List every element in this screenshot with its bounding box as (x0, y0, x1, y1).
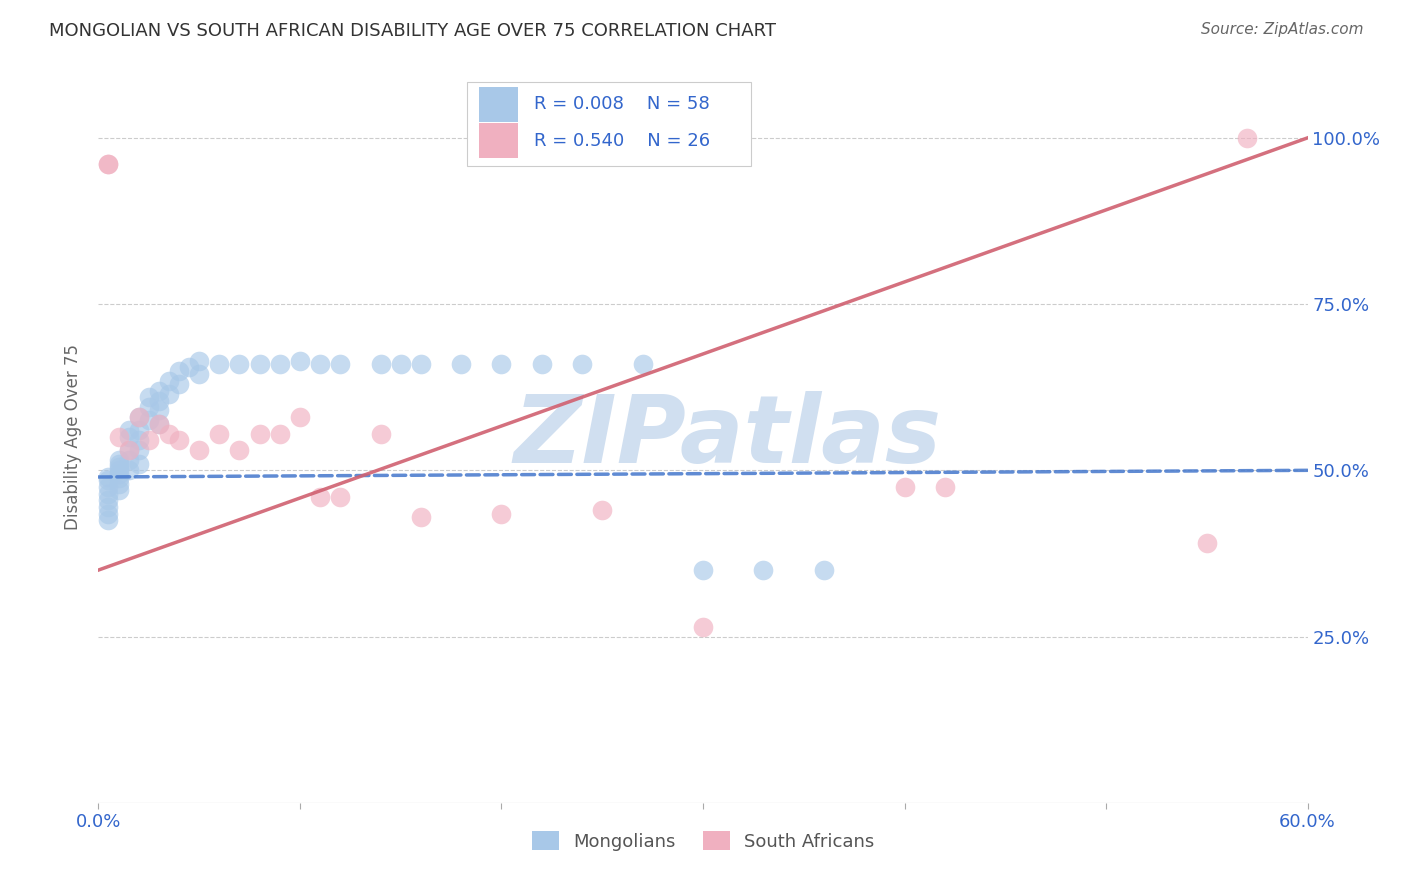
FancyBboxPatch shape (479, 87, 517, 122)
Point (107, 453, 129, 467)
Point (269, 357, 291, 371)
Point (107, 471, 129, 485)
Point (389, 357, 412, 371)
Point (188, 367, 211, 381)
Point (138, 434, 160, 448)
Point (138, 400, 160, 414)
Text: R = 0.540    N = 26: R = 0.540 N = 26 (534, 132, 710, 150)
Point (692, 563, 714, 577)
Text: MONGOLIAN VS SOUTH AFRICAN DISABILITY AGE OVER 75 CORRELATION CHART: MONGOLIAN VS SOUTH AFRICAN DISABILITY AG… (49, 22, 776, 40)
Point (148, 403, 170, 417)
Point (288, 410, 311, 425)
Point (1195, 536, 1218, 550)
Legend: Mongolians, South Africans: Mongolians, South Africans (523, 822, 883, 860)
Point (329, 357, 352, 371)
Point (167, 434, 190, 448)
Point (128, 457, 150, 471)
Point (128, 410, 150, 425)
Point (128, 434, 150, 448)
Point (813, 563, 835, 577)
Point (107, 463, 129, 477)
Text: R = 0.008    N = 58: R = 0.008 N = 58 (534, 95, 710, 113)
Point (179, 360, 201, 375)
Point (97, 513, 120, 527)
Point (107, 430, 129, 444)
Point (329, 490, 352, 504)
Point (409, 509, 432, 524)
Point (188, 443, 211, 458)
Point (692, 619, 714, 633)
Point (450, 357, 472, 371)
Point (934, 480, 956, 494)
Point (157, 426, 180, 441)
FancyBboxPatch shape (467, 82, 751, 167)
Point (97, 493, 120, 508)
FancyBboxPatch shape (479, 123, 517, 159)
Point (107, 483, 129, 498)
Point (97, 470, 120, 484)
Point (228, 357, 250, 371)
Point (631, 357, 654, 371)
Point (491, 357, 513, 371)
Point (97, 473, 120, 487)
Text: ZIPatlas: ZIPatlas (513, 391, 941, 483)
Point (208, 426, 231, 441)
Point (1236, 131, 1258, 145)
Point (309, 357, 332, 371)
Point (370, 357, 392, 371)
Point (97, 507, 120, 521)
Point (269, 426, 291, 441)
Point (138, 413, 160, 427)
Point (228, 443, 250, 458)
Point (148, 393, 170, 408)
Point (249, 357, 271, 371)
Point (148, 417, 170, 431)
Point (107, 460, 129, 475)
Point (288, 353, 311, 368)
Point (530, 357, 553, 371)
Point (97, 157, 120, 171)
Point (409, 357, 432, 371)
Point (752, 563, 775, 577)
Point (208, 357, 231, 371)
Point (370, 426, 392, 441)
Point (249, 426, 271, 441)
Point (118, 424, 141, 438)
Point (591, 503, 613, 517)
Point (107, 476, 129, 491)
Point (97, 480, 120, 494)
Point (188, 353, 211, 368)
Point (97, 157, 120, 171)
Point (97, 486, 120, 500)
Point (107, 457, 129, 471)
Point (571, 357, 593, 371)
Point (157, 374, 180, 388)
Point (128, 410, 150, 425)
Point (167, 363, 190, 377)
Point (118, 443, 141, 458)
Point (118, 453, 141, 467)
Text: Source: ZipAtlas.com: Source: ZipAtlas.com (1201, 22, 1364, 37)
Point (118, 430, 141, 444)
Y-axis label: Disability Age Over 75: Disability Age Over 75 (65, 344, 83, 530)
Point (138, 390, 160, 404)
Point (118, 463, 141, 477)
Point (107, 467, 129, 481)
Point (118, 443, 141, 458)
Point (128, 443, 150, 458)
Point (97, 500, 120, 514)
Point (893, 480, 915, 494)
Point (148, 384, 170, 398)
Point (167, 376, 190, 391)
Point (128, 424, 150, 438)
Point (309, 490, 332, 504)
Point (148, 417, 170, 431)
Point (157, 387, 180, 401)
Point (491, 507, 513, 521)
